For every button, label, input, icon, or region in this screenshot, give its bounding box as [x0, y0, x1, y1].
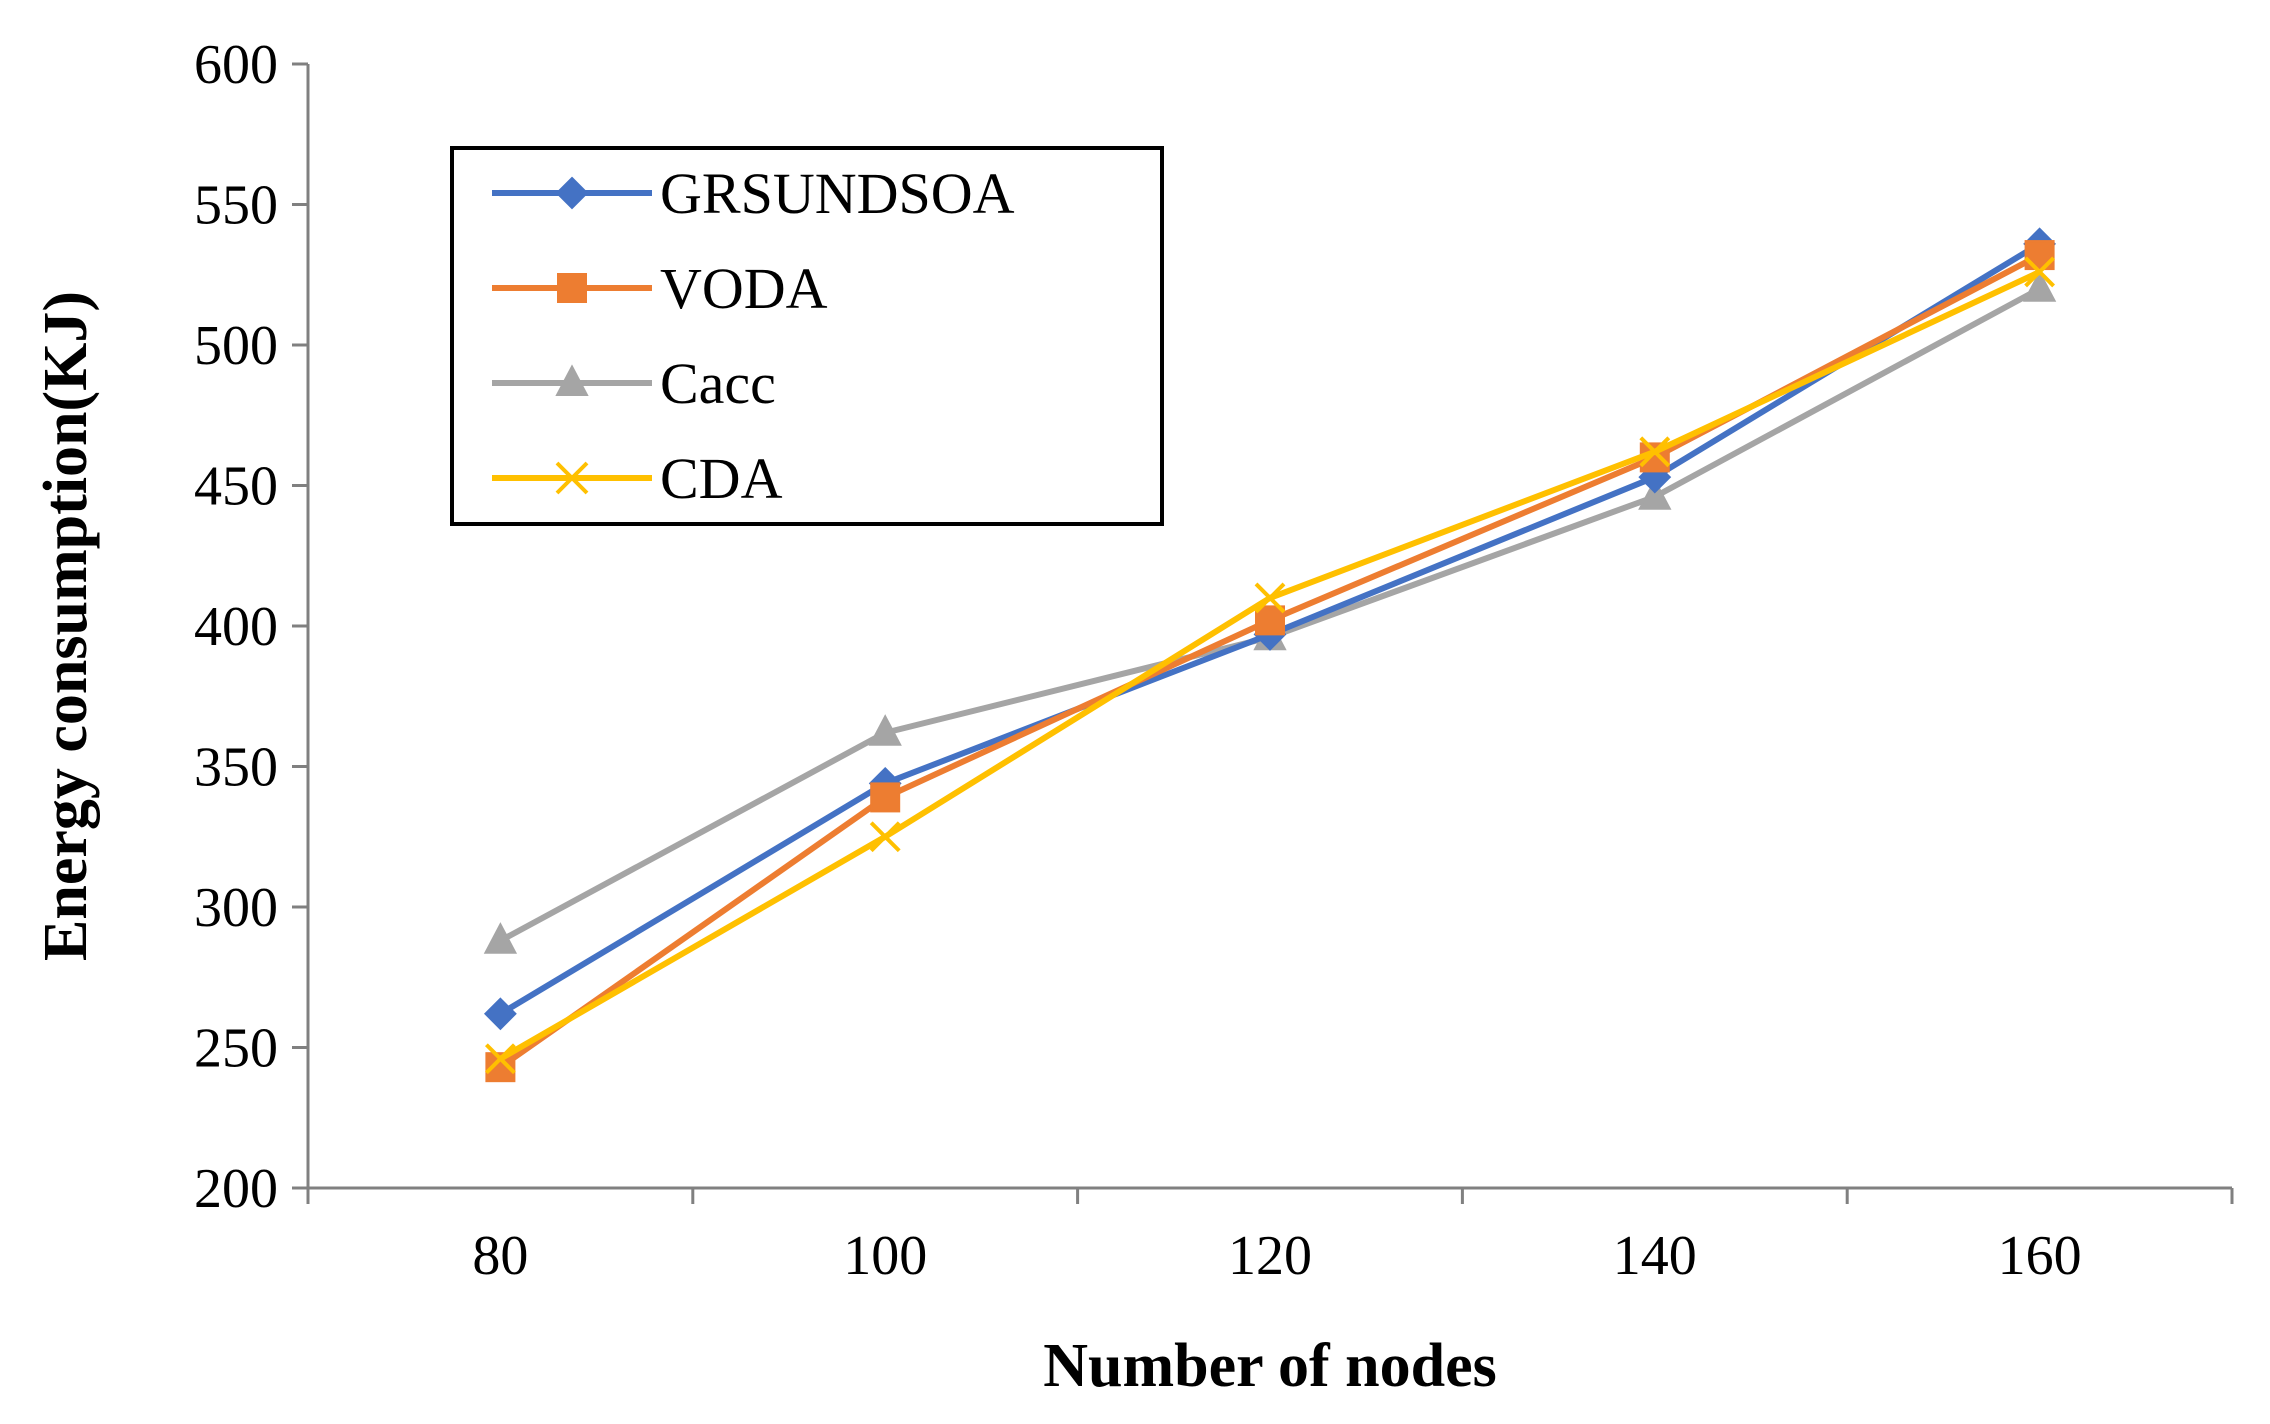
data-point-cda	[1254, 582, 1286, 614]
legend-entry-voda: VODA	[492, 256, 828, 321]
data-point-cacc	[483, 922, 518, 954]
y-tick-label: 600	[194, 34, 278, 96]
y-tick-label: 300	[194, 877, 278, 939]
data-point-cacc	[2022, 270, 2057, 302]
y-tick-label: 550	[194, 175, 278, 237]
x-axis-ticks: 80 100 120 140 160	[306, 1188, 2234, 1287]
y-tick-label: 200	[194, 1158, 278, 1220]
legend-entry-grsundsoa: GRSUNDSOA	[492, 161, 1015, 226]
x-tick-label: 100	[843, 1225, 927, 1287]
data-point-cda	[1639, 436, 1671, 468]
legend-marker-voda	[557, 273, 587, 303]
data-point-cda	[2024, 256, 2056, 288]
legend-box	[450, 146, 1164, 526]
axes: 200 250 300 350 400 450 500 550 600 80 100 120 140 1…	[194, 34, 2234, 1287]
legend: GRSUNDSOA VODA Cacc CDA	[450, 146, 1164, 526]
data-point-grsundsoa	[483, 997, 517, 1031]
legend-marker-cda	[555, 461, 589, 495]
x-tick-label: 80	[472, 1225, 528, 1287]
legend-label: VODA	[660, 256, 828, 321]
data-point-cda	[484, 1043, 516, 1075]
series-cda	[484, 256, 2056, 1075]
legend-marker-cacc	[555, 364, 589, 396]
y-axis-title: Energy consumption(KJ)	[32, 291, 100, 961]
legend-label: CDA	[660, 446, 783, 511]
data-point-voda	[1255, 605, 1285, 636]
y-tick-label: 250	[194, 1018, 278, 1080]
x-tick-label: 140	[1613, 1225, 1697, 1287]
legend-label: Cacc	[660, 351, 776, 416]
data-point-cacc	[1638, 478, 1672, 510]
y-tick-label: 450	[194, 456, 278, 518]
legend-entry-cda: CDA	[492, 446, 783, 511]
legend-label: GRSUNDSOA	[660, 161, 1015, 226]
y-tick-label: 400	[194, 596, 278, 658]
series-layer	[483, 227, 2057, 1083]
legend-entry-cacc: Cacc	[492, 351, 776, 416]
y-axis-ticks: 200 250 300 350 400 450 500 550 600	[194, 34, 308, 1220]
data-point-cda	[869, 821, 901, 853]
y-tick-label: 350	[194, 737, 278, 799]
y-tick-label: 500	[194, 315, 278, 377]
x-tick-label: 160	[1998, 1225, 2082, 1287]
data-point-voda	[870, 782, 901, 813]
x-axis-title: Number of nodes	[1043, 1332, 1497, 1400]
legend-marker-grsundsoa	[555, 176, 589, 210]
legend-entries: GRSUNDSOA VODA Cacc CDA	[492, 161, 1015, 511]
data-point-cacc	[868, 714, 902, 746]
x-tick-label: 120	[1228, 1225, 1312, 1287]
